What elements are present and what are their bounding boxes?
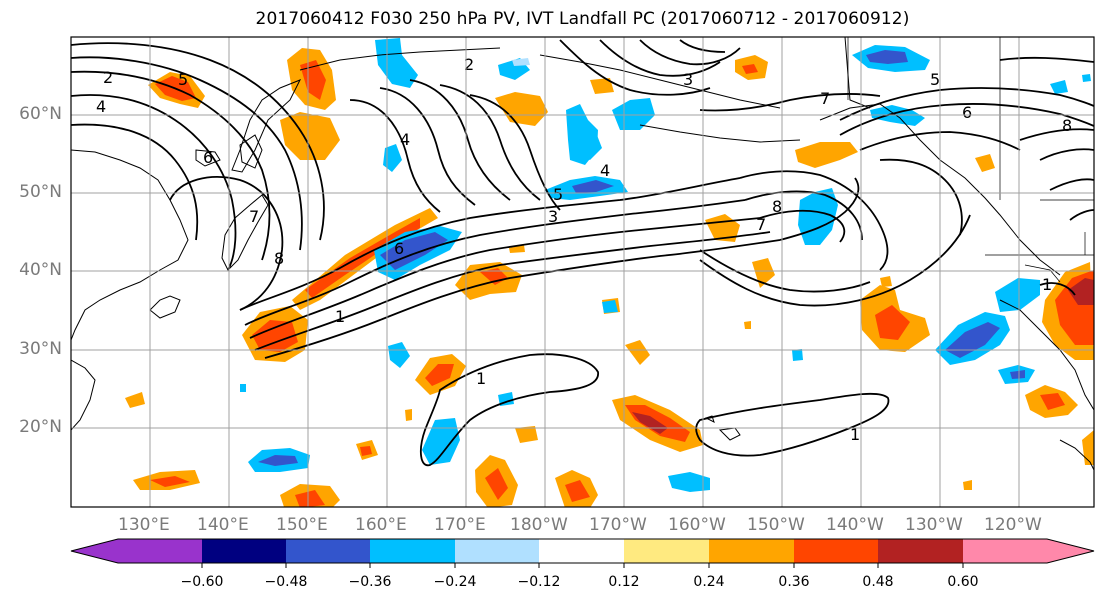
colorbar-tick-label: 0.48 — [862, 574, 894, 590]
lat-label: 50°N — [19, 182, 62, 202]
colorbar-max-arrow — [1047, 539, 1094, 563]
lon-label: 140°E — [197, 515, 249, 535]
map-title: 2017060412 F030 250 hPa PV, IVT Landfall… — [255, 9, 910, 29]
map-frame — [70, 36, 1095, 508]
contour-label: 1 — [335, 307, 345, 326]
contour-label: 5 — [930, 70, 940, 89]
lon-label: 120°W — [984, 515, 1042, 535]
colorbar-tick-label: −0.12 — [517, 574, 561, 590]
colorbar-tick-label: −0.24 — [433, 574, 477, 590]
contour-label: 6 — [203, 148, 213, 167]
contour-label: 2 — [103, 68, 113, 87]
contour-label: 3 — [683, 70, 693, 89]
contour-label: 2 — [464, 55, 474, 74]
contour-label: 5 — [178, 70, 188, 89]
lon-label: 130°W — [905, 515, 963, 535]
contour-label: 7 — [756, 215, 766, 234]
contour-label: 6 — [962, 103, 972, 122]
colorbar-tick-label: 0.12 — [608, 574, 640, 590]
pv-contours — [71, 39, 1094, 467]
contour-label: 8 — [1062, 116, 1072, 135]
lon-label: 180°W — [510, 515, 568, 535]
map-background — [71, 37, 1094, 507]
colorbar-tick-label: 0.36 — [778, 574, 810, 590]
contour-label: 1 — [1042, 275, 1052, 294]
contour-label: 1 — [850, 425, 860, 444]
contour-label: 7 — [820, 89, 830, 108]
contour-label: 5 — [553, 185, 563, 204]
colorbar-tick-label: 0.24 — [693, 574, 725, 590]
colorbar-min-arrow — [71, 539, 118, 563]
contour-label: 4 — [400, 130, 410, 149]
contour-label: 1 — [476, 369, 486, 388]
gridlines — [71, 37, 1094, 507]
contour-label: 7 — [249, 207, 259, 226]
lon-label: 170°E — [434, 515, 486, 535]
political-boundaries — [847, 37, 1094, 283]
colorbar-tick-label: −0.36 — [348, 574, 392, 590]
colorbar-tick-label: −0.48 — [264, 574, 308, 590]
contour-labels: 2 4 5 6 7 8 2 3 4 5 6 7 8 1 1 1 1 5 6 7 — [96, 55, 1072, 444]
lon-label: 150°E — [276, 515, 328, 535]
colorbar — [70, 538, 1095, 568]
contour-label: 8 — [274, 249, 284, 268]
lon-label: 140°W — [826, 515, 884, 535]
contour-label: 4 — [96, 97, 106, 116]
lat-label: 30°N — [19, 339, 62, 359]
lat-label: 40°N — [19, 260, 62, 280]
lon-label: 170°W — [589, 515, 647, 535]
lon-label: 150°W — [747, 515, 805, 535]
lat-label: 20°N — [19, 417, 62, 437]
lat-label: 60°N — [19, 104, 62, 124]
lon-label: 130°E — [118, 515, 170, 535]
contour-label: 4 — [600, 161, 610, 180]
colorbar-tick-label: −0.60 — [180, 574, 224, 590]
lon-label: 160°E — [355, 515, 407, 535]
contour-label: 6 — [394, 239, 404, 258]
colorbar-tick-label: 0.60 — [947, 574, 979, 590]
contour-label: 8 — [772, 197, 782, 216]
contour-label: 3 — [548, 207, 558, 226]
lon-label: 160°W — [668, 515, 726, 535]
